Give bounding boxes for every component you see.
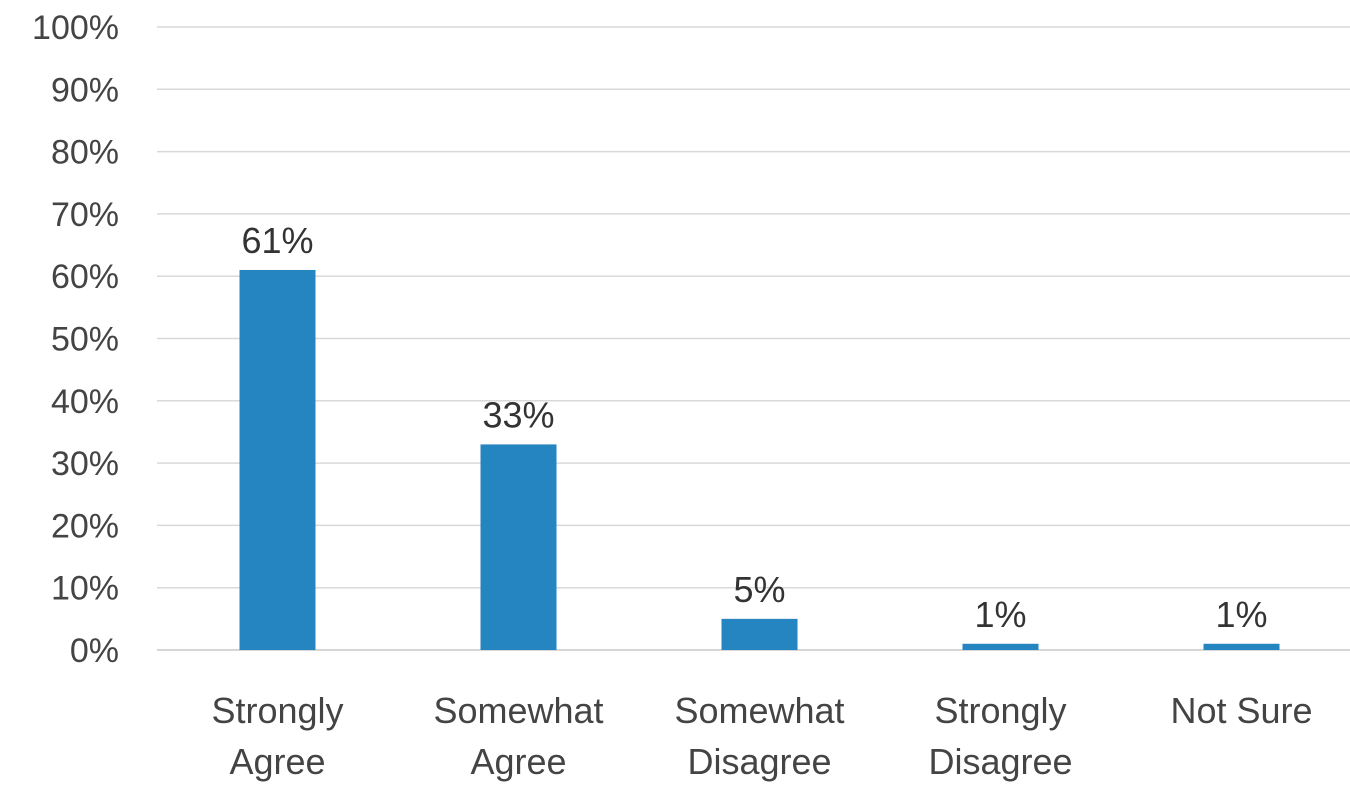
bar [962, 643, 1039, 650]
y-tick-label: 50% [51, 321, 119, 359]
x-category-label-line: Somewhat [674, 690, 844, 731]
y-tick-label: 70% [51, 196, 119, 234]
x-category-label: Strongly Disagree [928, 690, 1072, 782]
x-category-label-line: Strongly [934, 690, 1066, 731]
y-tick-label: 60% [51, 258, 119, 296]
y-tick-label: 100% [32, 9, 119, 47]
bars [239, 269, 1280, 650]
data-label: 33% [482, 394, 554, 435]
x-category-label-line: Agree [470, 741, 566, 782]
x-category-label-line: Somewhat [433, 690, 603, 731]
data-label: 5% [733, 569, 785, 610]
y-tick-label: 10% [51, 570, 119, 608]
data-labels: 61% 33% 5% 1% 1% [241, 220, 1267, 635]
x-category-label-line: Disagree [928, 741, 1072, 782]
x-category-label: Not Sure [1170, 690, 1312, 731]
x-category-label: Somewhat Agree [433, 690, 603, 782]
y-tick-label: 90% [51, 71, 119, 109]
bar [480, 444, 557, 650]
x-category-label: Strongly Agree [211, 690, 343, 782]
bar [1203, 643, 1280, 650]
x-category-label-line: Not Sure [1170, 690, 1312, 731]
y-tick-label: 30% [51, 445, 119, 483]
x-category-label: Somewhat Disagree [674, 690, 844, 782]
data-label: 1% [974, 594, 1026, 635]
y-tick-label: 80% [51, 134, 119, 172]
x-axis-category-labels: Strongly Agree Somewhat Agree Somewhat Disagr… [211, 690, 1312, 782]
y-axis-tick-labels: 0% 10% 20% 30% 40% 50% 60% 70% 80% 90% 100% [32, 9, 119, 670]
bar [721, 618, 798, 650]
gridlines [157, 26, 1350, 651]
data-label: 61% [241, 220, 313, 261]
data-label: 1% [1215, 594, 1267, 635]
x-category-label-line: Agree [229, 741, 325, 782]
x-category-label-line: Disagree [687, 741, 831, 782]
bar [239, 269, 316, 650]
x-category-label-line: Strongly [211, 690, 343, 731]
y-tick-label: 0% [70, 632, 119, 670]
y-tick-label: 20% [51, 507, 119, 545]
y-tick-label: 40% [51, 383, 119, 421]
